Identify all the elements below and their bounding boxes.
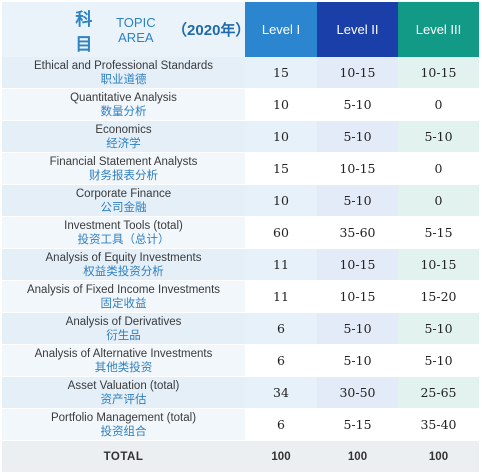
level-2-weight: 5-10 [317,313,398,345]
level-1-weight: 15 [245,153,317,185]
level-2-weight: 5-10 [317,345,398,377]
topic-en: TOPIC AREA [116,14,156,45]
topic-en-label: Investment Tools (total) [64,219,183,232]
level-1-weight: 34 [245,377,317,409]
level-3-weight: 25-65 [398,377,479,409]
level-3-weight: 5-10 [398,345,479,377]
table-row: Investment Tools (total) 投资工具（总计） 60 35-6… [2,217,479,249]
level-2-weight: 10-15 [317,281,398,313]
topic-cell: Asset Valuation (total) 资产评估 [2,377,245,409]
level-3-weight: 5-10 [398,121,479,153]
level-2-weight: 10-15 [317,153,398,185]
topic-zh-label: 衍生品 [106,329,141,342]
table-header: 科目 TOPIC AREA （2020年） Level I Level II Lev… [2,2,479,57]
table-row: Asset Valuation (total) 资产评估 34 30-50 25-… [2,377,479,409]
topic-zh-label: 投资组合 [100,425,147,438]
topic-area-header: 科目 TOPIC AREA （2020年） [2,2,251,57]
topic-zh-label: 公司金融 [100,201,147,214]
topic-cell: Investment Tools (total) 投资工具（总计） [2,217,245,249]
level-1-weight: 6 [245,345,317,377]
level-2-weight: 10-15 [317,57,398,89]
level-2-weight: 35-60 [317,217,398,249]
level-1-weight: 11 [245,281,317,313]
topic-en-label: Analysis of Derivatives [65,315,182,328]
level-1-weight: 10 [245,121,317,153]
topic-en-label: Analysis of Equity Investments [45,251,202,264]
level-1-weight: 6 [245,409,317,441]
level-3-header: Level III [398,2,479,57]
level-3-weight: 35-40 [398,409,479,441]
level-2-total: 100 [317,441,398,472]
level-2-weight: 30-50 [317,377,398,409]
topic-cell: Analysis of Fixed Income Investments 固定收益 [2,281,245,313]
level-1-weight: 11 [245,249,317,281]
topic-zh-label: 职业道德 [100,73,147,86]
level-3-weight: 5-15 [398,217,479,249]
level-1-weight: 15 [245,57,317,89]
topic-en-label: Economics [95,123,152,136]
topic-en-label: Analysis of Alternative Investments [34,347,213,360]
topic-zh-label: 其他类投资 [94,361,153,374]
table-row: Corporate Finance 公司金融 10 5-10 0 [2,185,479,217]
topic-en-label: Analysis of Fixed Income Investments [26,283,221,296]
level-1-total: 100 [245,441,317,472]
level-2-header: Level II [317,2,398,57]
topic-en-label: Quantitative Analysis [70,91,177,104]
topic-zh-label: 固定收益 [100,297,147,310]
level-3-weight: 10-15 [398,249,479,281]
level-3-weight: 0 [398,185,479,217]
topic-cell: Ethical and Professional Standards 职业道德 [2,57,245,89]
table-row: Ethical and Professional Standards 职业道德 1… [2,57,479,89]
table-row: Analysis of Fixed Income Investments 固定收益… [2,281,479,313]
topic-zh-label: 资产评估 [100,393,147,406]
topic-en-label: Financial Statement Analysts [49,155,198,168]
level-3-weight: 5-10 [398,313,479,345]
topic-en-label: Corporate Finance [75,187,172,200]
topic-cn: 科目 [75,9,93,54]
table-row: Portfolio Management (total) 投资组合 6 5-15 … [2,409,479,441]
level-3-weight: 15-20 [398,281,479,313]
topic-zh-label: 数量分析 [100,105,147,118]
topic-cell: Portfolio Management (total) 投资组合 [2,409,245,441]
topic-en-label: Ethical and Professional Standards [34,59,213,72]
level-1-header: Level I [245,2,317,57]
topic-zh-label: 投资工具（总计） [77,233,170,246]
topic-cell: Quantitative Analysis 数量分析 [2,89,245,121]
topic-cell: Financial Statement Analysts 财务报表分析 [2,153,245,185]
level-1-weight: 6 [245,313,317,345]
topic-cell: Economics 经济学 [2,121,245,153]
topic-cell: Corporate Finance 公司金融 [2,185,245,217]
level-2-weight: 5-10 [317,121,398,153]
topic-year: （2020年） [172,22,251,39]
level-2-weight: 5-15 [317,409,398,441]
topic-en-label: Asset Valuation (total) [67,379,180,392]
level-2-weight: 5-10 [317,89,398,121]
topic-zh-label: 经济学 [106,137,141,150]
table-row: Analysis of Derivatives 衍生品 6 5-10 5-10 [2,313,479,345]
level-2-weight: 10-15 [317,249,398,281]
topic-en-label: Portfolio Management (total) [50,411,197,424]
level-1-weight: 10 [245,185,317,217]
total-row: TOTAL 100 100 100 [2,441,479,472]
table-row: Quantitative Analysis 数量分析 10 5-10 0 [2,89,479,121]
topic-cell: Analysis of Alternative Investments 其他类投资 [2,345,245,377]
level-3-weight: 0 [398,153,479,185]
level-2-weight: 5-10 [317,185,398,217]
topic-zh-label: 财务报表分析 [89,169,158,182]
topic-cell: Analysis of Derivatives 衍生品 [2,313,245,345]
level-3-weight: 0 [398,89,479,121]
level-1-weight: 10 [245,89,317,121]
level-3-weight: 10-15 [398,57,479,89]
level-1-weight: 60 [245,217,317,249]
topic-cell: Analysis of Equity Investments 权益类投资分析 [2,249,245,281]
table-row: Analysis of Equity Investments 权益类投资分析 11… [2,249,479,281]
table-row: Analysis of Alternative Investments 其他类投资… [2,345,479,377]
table-row: Financial Statement Analysts 财务报表分析 15 10… [2,153,479,185]
level-3-total: 100 [398,441,479,472]
table-row: Economics 经济学 10 5-10 5-10 [2,121,479,153]
total-label: TOTAL [2,441,245,472]
topic-zh-label: 权益类投资分析 [83,265,164,278]
